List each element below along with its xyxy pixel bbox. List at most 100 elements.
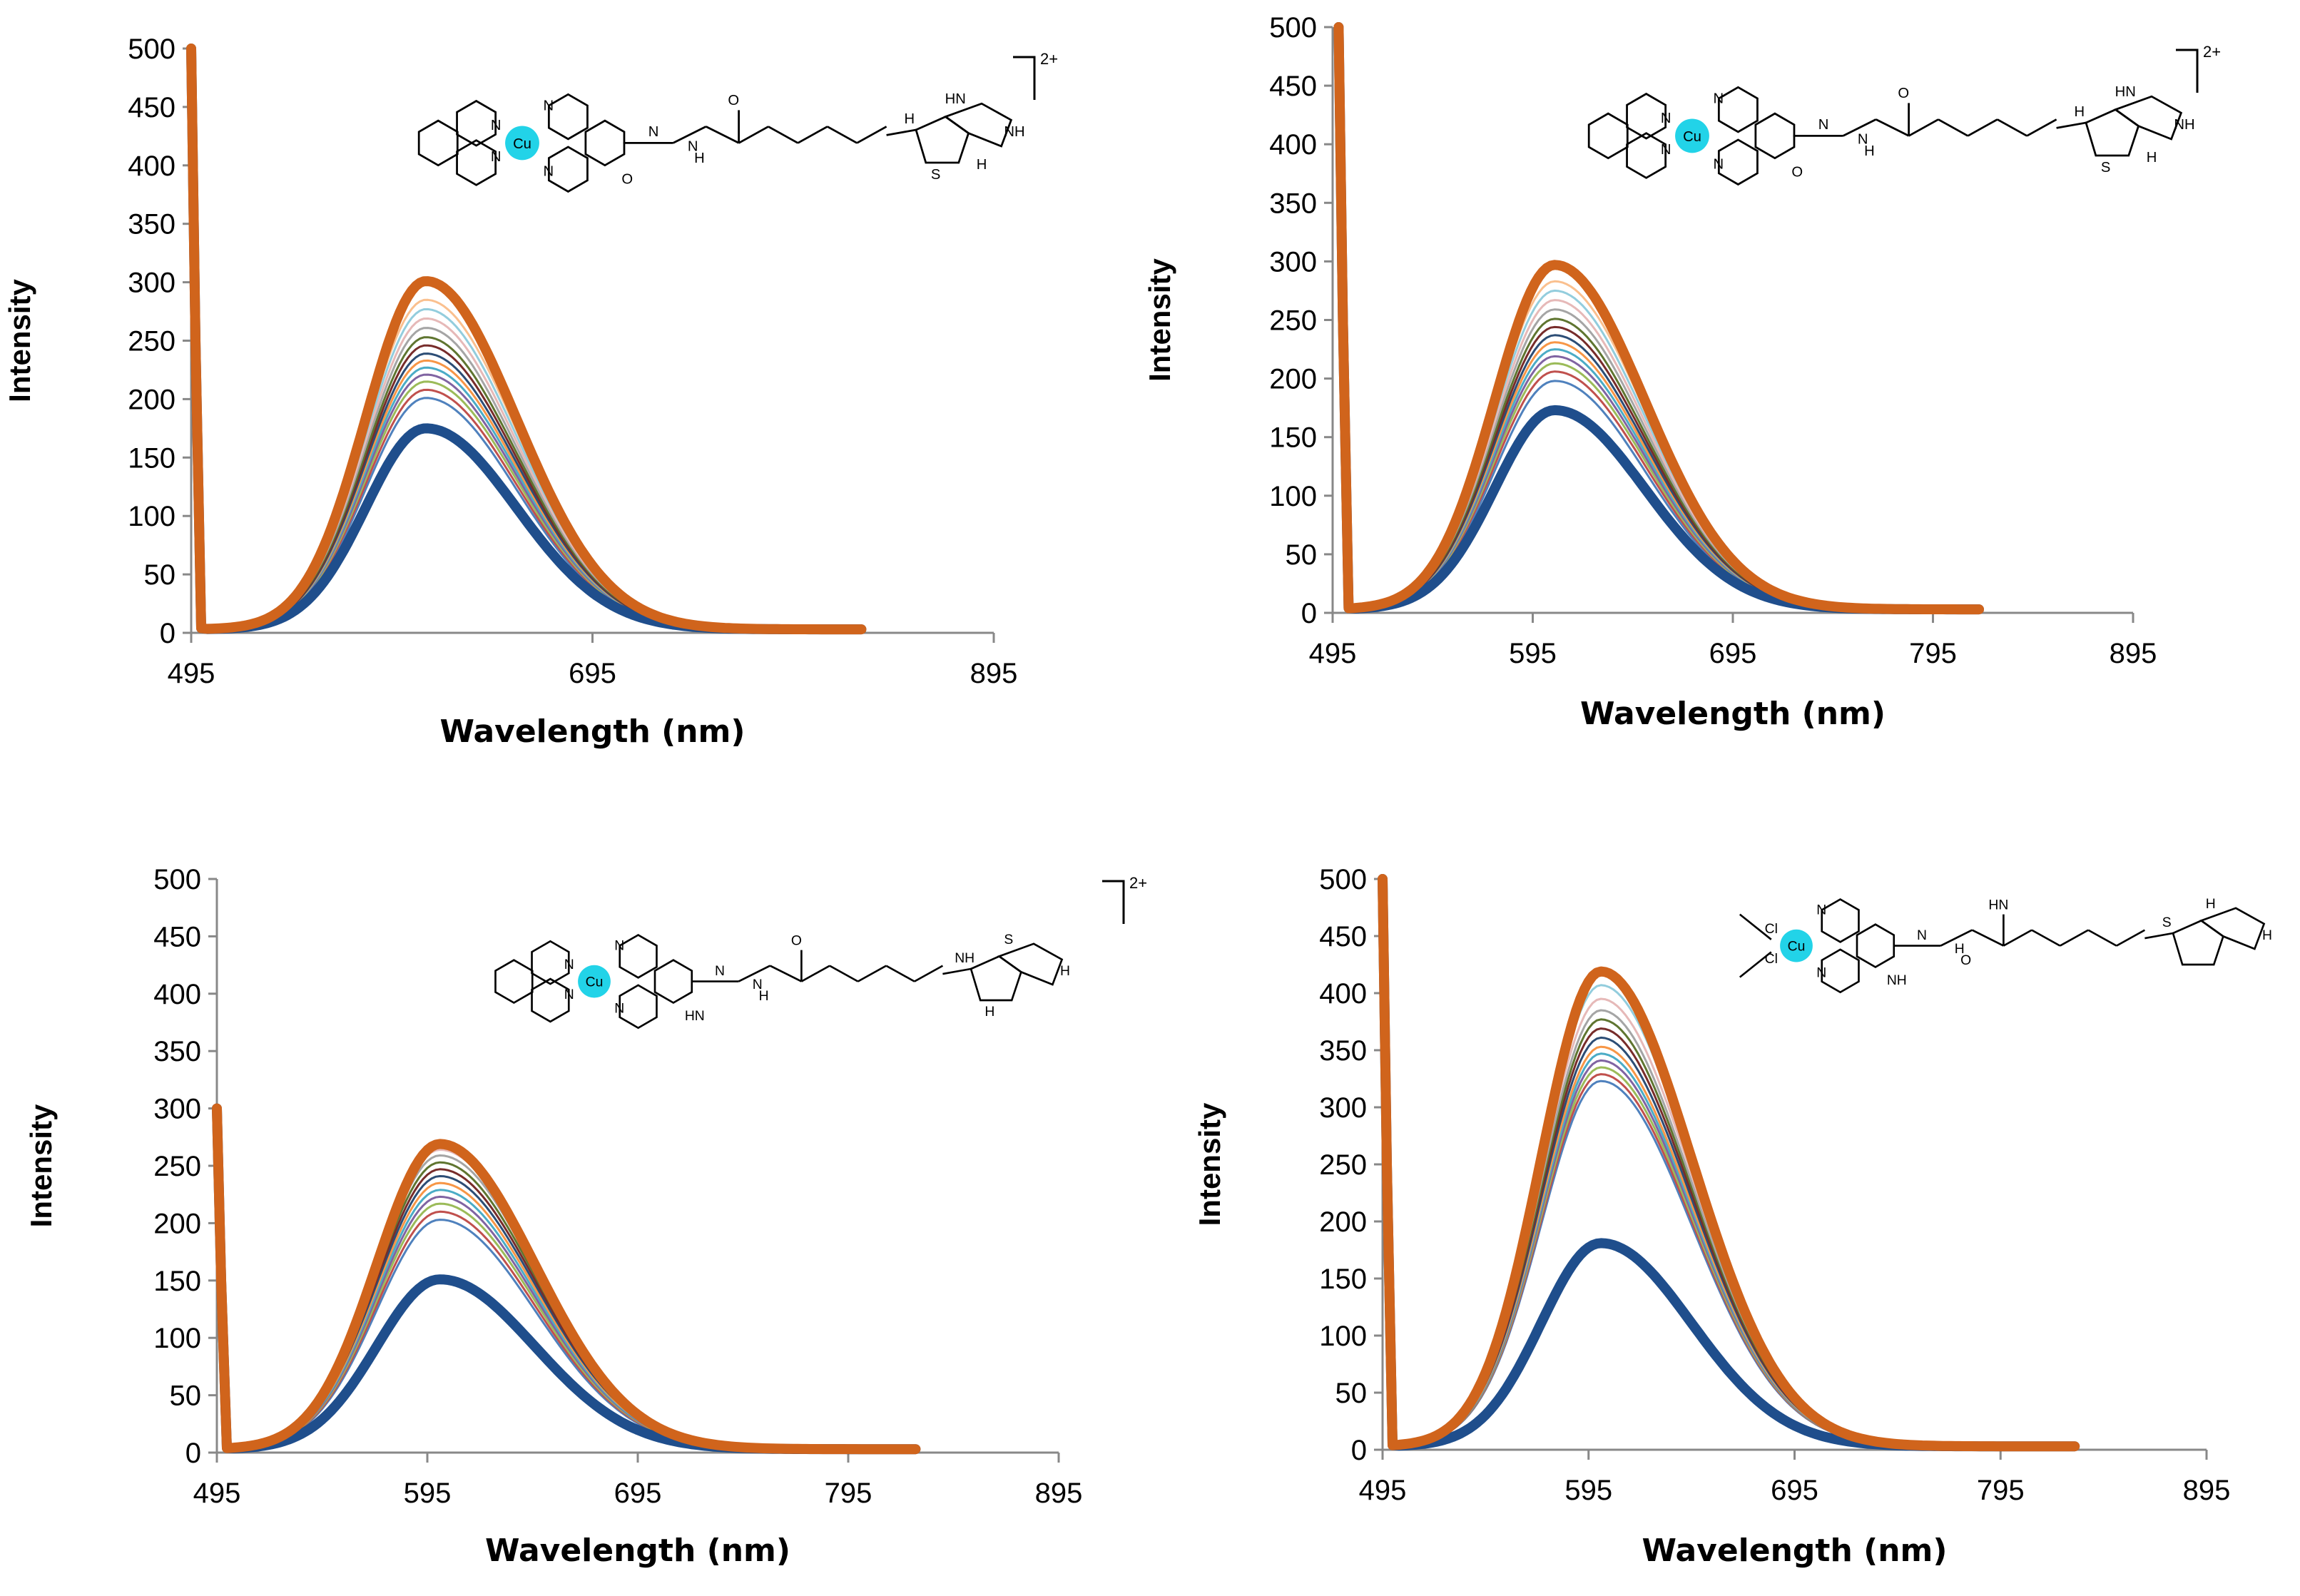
atom-label: N	[564, 987, 574, 1002]
ring	[619, 933, 658, 979]
atom-label: N	[543, 98, 554, 113]
x-tick-label: 695	[1771, 1475, 1818, 1506]
atom-label: H	[2074, 104, 2085, 120]
series-line-6	[1337, 26, 1980, 611]
atom-label: H	[984, 1004, 994, 1020]
atom-label: S	[2101, 160, 2111, 176]
ring	[417, 119, 459, 167]
atom-label: H	[1955, 941, 1965, 957]
y-tick-label: 50	[144, 559, 176, 591]
bond	[856, 126, 887, 144]
bond	[1739, 913, 1772, 940]
atom-label: N	[614, 938, 624, 954]
biotin-ring	[2172, 919, 2224, 966]
ring	[1856, 923, 1896, 969]
y-tick-label: 400	[1269, 129, 1317, 161]
y-tick-label: 100	[1269, 481, 1317, 512]
y-tick-label: 350	[128, 209, 175, 240]
series-line-1	[1333, 22, 1984, 615]
y-tick-label: 150	[128, 442, 175, 474]
x-tick-label: 895	[2110, 638, 2157, 669]
y-tick-label: 150	[153, 1266, 201, 1297]
ring	[1717, 138, 1759, 186]
chart-panel-top-right: 0 50 100 150 200 250 300 350 400 450 500 495 595 695 7…	[1143, 12, 2221, 732]
y-tick-label: 500	[1269, 12, 1317, 44]
series-line-13	[1337, 26, 1980, 611]
chart-panel-bottom-right: 0 50 100 150 200 250 300 350 400 450 500 495 595 695 7…	[1193, 864, 2272, 1569]
atom-label: N	[491, 149, 502, 165]
atom-label: H	[2147, 150, 2157, 166]
y-tick-label: 450	[1319, 921, 1367, 952]
y-tick-label: 250	[128, 326, 175, 357]
bond	[1967, 118, 1998, 137]
atom-label: S	[2162, 915, 2172, 930]
bond	[886, 128, 917, 136]
x-tick-label: 895	[2183, 1475, 2231, 1506]
ring	[1754, 112, 1796, 160]
x-tick-label: 495	[1359, 1475, 1407, 1506]
y-tick-label: 0	[160, 618, 175, 649]
bond	[797, 126, 828, 144]
atom-label: H	[1060, 963, 1070, 979]
series-line-2	[1337, 26, 1980, 611]
x-axis-label: Wavelength (nm)	[1580, 696, 1886, 732]
ring	[1821, 948, 1860, 994]
x-tick-label: 495	[1309, 638, 1357, 669]
bond	[2003, 929, 2032, 947]
biotin-ring	[2113, 95, 2183, 141]
bond	[857, 965, 887, 982]
metal-center-highlight	[505, 126, 539, 161]
x-axis-label: Wavelength (nm)	[440, 713, 746, 750]
y-tick-label: 300	[128, 268, 175, 299]
bond	[2056, 121, 2087, 129]
y-tick-label: 100	[1319, 1321, 1367, 1352]
atom-label: O	[1791, 164, 1803, 180]
atom-label: Cl	[1765, 921, 1778, 937]
y-tick-label: 300	[153, 1094, 201, 1125]
atom-label: O	[621, 171, 633, 187]
y-tick-label: 450	[1269, 71, 1317, 102]
atom-label: N	[614, 1001, 624, 1017]
atom-label: H	[904, 111, 915, 127]
biotin-ring	[997, 942, 1064, 986]
y-tick-label: 500	[153, 864, 201, 895]
atom-label: NH	[955, 950, 975, 966]
series-line-8	[1337, 26, 1980, 611]
ring	[494, 959, 534, 1005]
x-tick-label: 795	[1977, 1475, 2025, 1506]
y-tick-label: 400	[153, 979, 201, 1010]
x-tick-label: 595	[1564, 1475, 1612, 1506]
x-tick-label: 495	[193, 1478, 241, 1509]
atom-label: N	[491, 118, 502, 133]
charge-label: 2+	[1129, 874, 1147, 892]
atom-label: HN	[2115, 84, 2136, 100]
x-tick-label: 895	[1035, 1478, 1083, 1509]
series-line-5	[1337, 26, 1980, 611]
biotin-ring	[2085, 108, 2140, 157]
atom-label: O	[1898, 86, 1909, 101]
bond	[1842, 118, 1877, 137]
bond	[672, 126, 707, 144]
series-line-10	[1337, 26, 1980, 611]
x-tick-label: 695	[569, 658, 616, 689]
series-line-13	[212, 1103, 921, 1455]
atom-label: N	[564, 957, 574, 972]
x-tick-label: 795	[1909, 638, 1957, 669]
atom-label: H	[759, 988, 769, 1004]
x-tick-label: 695	[614, 1478, 662, 1509]
atom-label: HN	[1988, 898, 2008, 913]
y-tick-label: 150	[1269, 422, 1317, 454]
x-tick-label: 695	[1709, 638, 1757, 669]
bond	[942, 967, 972, 975]
x-axis-label: Wavelength (nm)	[485, 1533, 790, 1569]
series-line-14	[1337, 26, 1980, 611]
y-tick-label: 300	[1269, 246, 1317, 278]
atom-label: N	[1713, 156, 1724, 172]
atom-label: N	[1713, 91, 1724, 106]
atom-label: HN	[945, 91, 966, 107]
bond	[914, 965, 944, 982]
ring	[1821, 898, 1860, 943]
atom-label: N	[1818, 117, 1829, 133]
